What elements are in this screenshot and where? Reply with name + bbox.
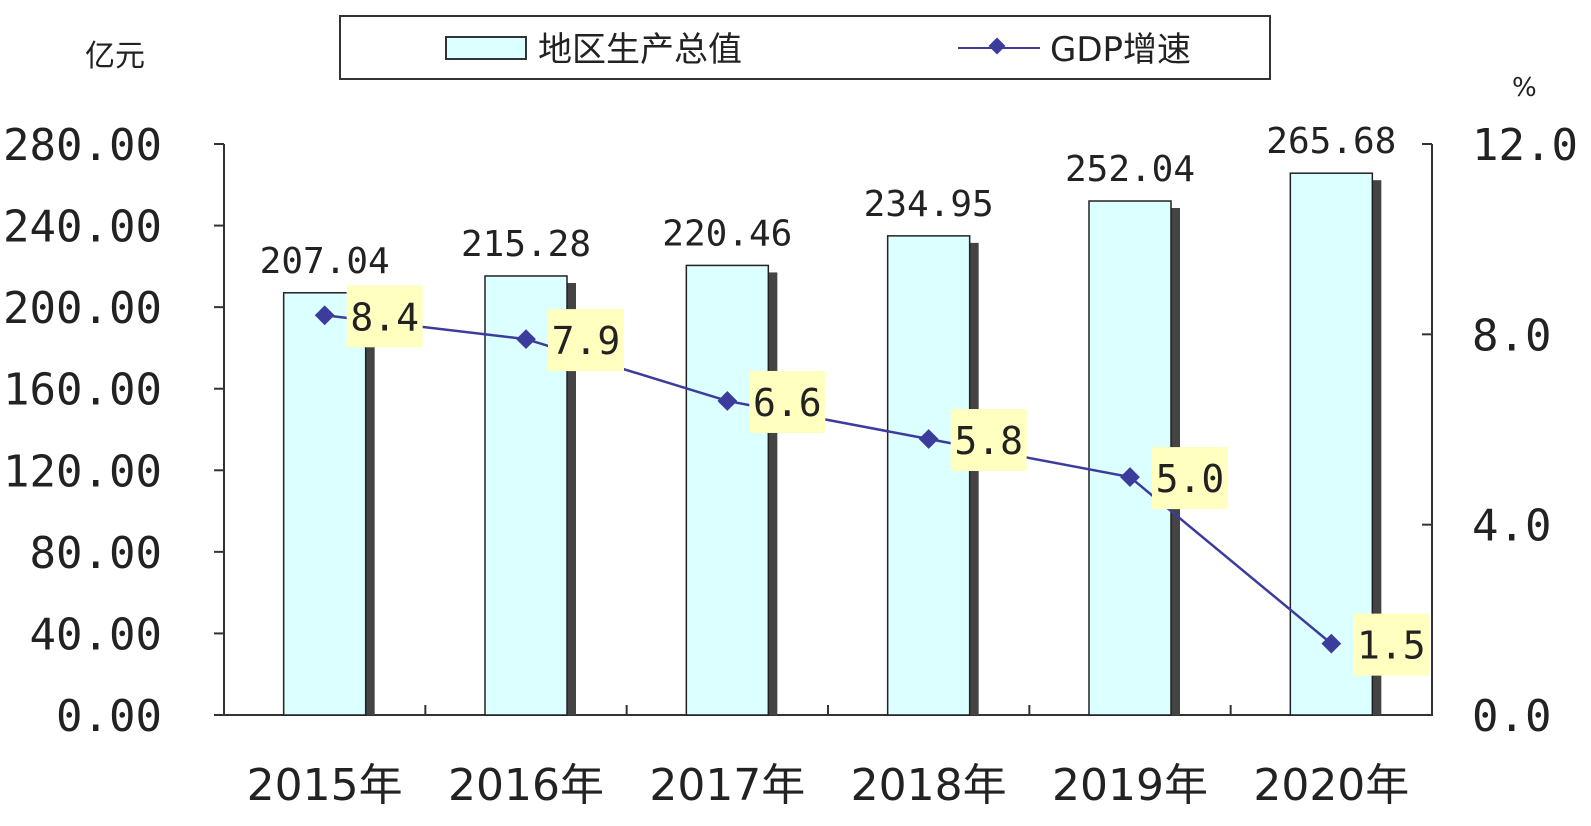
x-ticks xyxy=(424,705,1232,715)
bar-value-label: 252.04 xyxy=(1065,149,1195,190)
y-left-tick-label: 200.00 xyxy=(3,283,162,334)
y-left-tick-label: 160.00 xyxy=(3,365,162,416)
y-left-tick-label: 240.00 xyxy=(3,202,162,253)
bar-value-label: 265.68 xyxy=(1266,121,1396,162)
gdp-growth-marker xyxy=(717,391,738,411)
bar-value-label: 234.95 xyxy=(864,184,994,225)
axes xyxy=(223,144,1433,716)
bar xyxy=(282,292,367,716)
gdp-growth-label-box xyxy=(548,309,624,372)
y-left-tick-label: 40.00 xyxy=(30,609,162,660)
category-label: 2017年 xyxy=(649,760,805,811)
y-right-tick-label: 12.0 xyxy=(1472,120,1578,171)
y-right-unit: % xyxy=(1512,73,1537,103)
y-left-tick-label: 0.00 xyxy=(56,691,162,742)
bar-value-label: 220.46 xyxy=(662,213,792,254)
y-right-ticks: 0.0 4.0 8.0 12.0 xyxy=(1422,120,1578,742)
category-label: 2018年 xyxy=(851,760,1007,811)
gdp-growth-label-box xyxy=(1353,613,1430,676)
gdp-growth-marker xyxy=(1321,633,1342,654)
y-right-tick-label: 0.0 xyxy=(1472,691,1551,742)
gdp-growth-label: 1.5 xyxy=(1357,624,1426,668)
y-left-tick-label: 120.00 xyxy=(3,446,162,497)
category-label: 2019年 xyxy=(1052,760,1208,811)
category-label: 2020年 xyxy=(1253,760,1409,811)
category-label: 2015年 xyxy=(247,760,403,811)
bar xyxy=(886,235,971,716)
gdp-growth-label: 5.0 xyxy=(1156,457,1225,501)
bar-value-label: 215.28 xyxy=(461,224,591,265)
legend-line-label: GDP增速 xyxy=(1050,30,1191,70)
gdp-growth-label: 7.9 xyxy=(552,319,621,363)
bar-series xyxy=(282,172,1382,716)
category-labels: 2015年 2016年 2017年 2018年 2019年 2020年 xyxy=(247,760,1410,811)
bar-value-label: 207.04 xyxy=(260,241,390,282)
gdp-growth-marker xyxy=(918,429,939,449)
legend: 地区生产总值 GDP增速 xyxy=(339,15,1271,80)
legend-line-marker xyxy=(988,37,1006,55)
bar xyxy=(1088,200,1172,716)
y-right-tick-label: 8.0 xyxy=(1472,310,1551,361)
gdp-growth-marker xyxy=(1120,467,1140,487)
y-left-tick-label: 280.00 xyxy=(3,120,162,171)
gdp-growth-label-box xyxy=(346,285,423,348)
category-label: 2016年 xyxy=(448,760,604,811)
gdp-growth-marker xyxy=(516,329,536,349)
gdp-growth-label-box xyxy=(749,370,826,433)
bar-value-labels: 207.04 215.28 220.46 234.95 252.04 265.68 xyxy=(260,121,1397,282)
legend-bar-swatch xyxy=(445,36,527,60)
y-left-tick-label: 80.00 xyxy=(30,528,162,579)
bar xyxy=(685,264,770,716)
gdp-growth-label: 8.4 xyxy=(350,295,419,339)
legend-bar-label: 地区生产总值 xyxy=(538,30,742,70)
gdp-growth-label-box xyxy=(1152,447,1228,510)
y-left-ticks: 0.00 40.00 80.00 120.00 160.00 200.00 240.00 28… xyxy=(3,120,224,742)
y-right-tick-label: 4.0 xyxy=(1472,501,1551,552)
gdp-growth-label: 5.8 xyxy=(954,419,1023,463)
gdp-growth-marker xyxy=(314,305,335,326)
y-left-unit: 亿元 xyxy=(85,39,145,74)
gdp-growth-label-box xyxy=(950,409,1027,472)
gdp-growth-label: 6.6 xyxy=(753,381,822,425)
line-value-labels: 8.4 7.9 6.6 5.8 5.0 1.5 xyxy=(346,285,1430,676)
